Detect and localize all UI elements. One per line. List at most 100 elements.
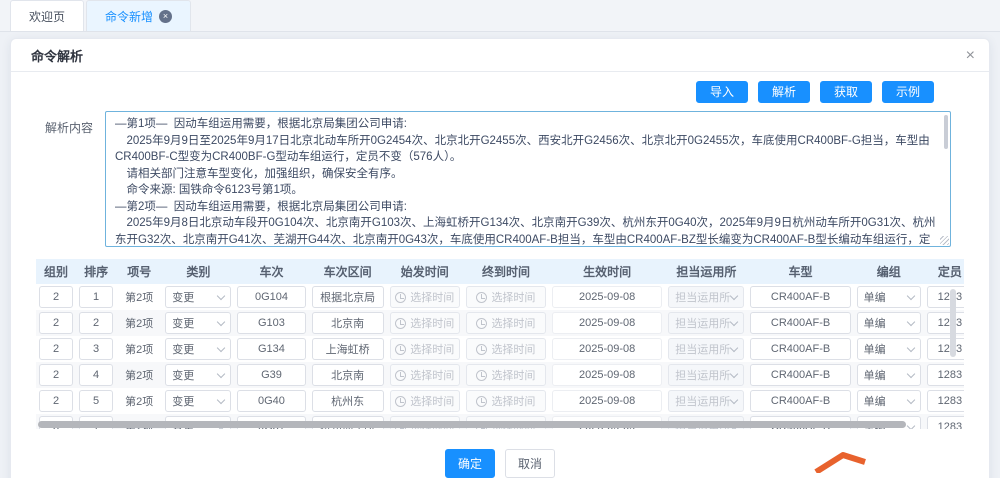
tab-welcome-label: 欢迎页 xyxy=(29,9,66,24)
group-input[interactable]: 2 xyxy=(39,338,74,360)
train-no-input[interactable]: G39 xyxy=(237,364,306,386)
start-time-picker: 选择时间 xyxy=(389,286,460,308)
seq-input[interactable]: 3 xyxy=(79,338,114,360)
table-row: 2 1 第2项 变更 0G104 根据北京局 选择时间 选择时间 2025-09… xyxy=(36,284,964,310)
clock-icon xyxy=(395,369,407,381)
capacity-input[interactable]: 1283 xyxy=(926,312,964,334)
formation-select[interactable]: 单编 xyxy=(856,286,921,308)
category-select[interactable]: 变更 xyxy=(165,364,232,386)
train-interval-input[interactable]: 北京南 xyxy=(311,364,384,386)
textarea-scrollbar[interactable] xyxy=(944,115,948,149)
group-input[interactable]: 2 xyxy=(39,286,74,308)
chevron-down-icon xyxy=(730,395,739,404)
group-input[interactable]: 2 xyxy=(39,312,74,334)
seq-input[interactable]: 4 xyxy=(79,364,114,386)
capacity-input[interactable]: 1283 xyxy=(926,338,964,360)
table-row: 2 2 第2项 变更 G103 北京南 选择时间 选择时间 2025-09-08… xyxy=(36,310,964,336)
horizontal-scrollbar[interactable] xyxy=(38,421,906,428)
effective-date-input[interactable]: 2025-09-08 xyxy=(552,364,663,386)
effective-date-input[interactable]: 2025-09-08 xyxy=(552,390,663,412)
train-no-input[interactable]: 0G40 xyxy=(237,390,306,412)
train-no-input[interactable]: 0G104 xyxy=(237,286,306,308)
command-parse-dialog: 命令解析 × 导入 解析 获取 示例 解析内容 —第1项— 因动车组运用需要，根据北京… xyxy=(10,38,990,478)
train-model-input[interactable]: CR400AF-B xyxy=(750,286,851,308)
parse-button[interactable]: 解析 xyxy=(757,81,810,103)
end-time-picker: 选择时间 xyxy=(465,286,547,308)
train-interval-input[interactable]: 根据北京局 xyxy=(311,286,384,308)
seq-input[interactable]: 5 xyxy=(79,390,114,412)
depot-select: 担当运用所 xyxy=(668,338,745,360)
column-header: 担当运用所 xyxy=(665,259,748,284)
capacity-input[interactable]: 1283 xyxy=(926,364,964,386)
column-header: 定员 xyxy=(923,259,964,284)
clock-icon xyxy=(476,291,488,303)
effective-date-input[interactable]: 2025-09-08 xyxy=(552,338,663,360)
chevron-down-icon xyxy=(906,421,916,429)
chevron-down-icon xyxy=(906,343,916,352)
parse-content-textarea[interactable]: —第1项— 因动车组运用需要，根据北京局集团公司申请: 2025年9月9日至20… xyxy=(105,111,951,247)
seq-input[interactable]: 1 xyxy=(79,286,114,308)
clock-icon xyxy=(395,343,407,355)
confirm-button[interactable]: 确定 xyxy=(444,449,495,478)
fetch-button[interactable]: 获取 xyxy=(819,81,872,103)
tab-bar: 欢迎页 命令新增 × xyxy=(0,0,1000,32)
category-select[interactable]: 变更 xyxy=(165,286,232,308)
capacity-input[interactable]: 1283 xyxy=(926,416,964,429)
item-no-text: 第2项 xyxy=(125,344,154,356)
column-header: 项号 xyxy=(116,259,163,284)
tab-command-new-label: 命令新增 xyxy=(105,9,154,24)
clock-icon xyxy=(395,317,407,329)
train-interval-input[interactable]: 杭州东 xyxy=(311,390,384,412)
tab-command-new[interactable]: 命令新增 × xyxy=(86,0,192,31)
train-interval-input[interactable]: 上海虹桥 xyxy=(311,338,384,360)
train-model-input[interactable]: CR400AF-B xyxy=(750,364,851,386)
category-select[interactable]: 变更 xyxy=(165,338,232,360)
depot-select: 担当运用所 xyxy=(668,286,745,308)
start-time-picker: 选择时间 xyxy=(389,338,460,360)
table-row: 2 4 第2项 变更 G39 北京南 选择时间 选择时间 2025-09-08 … xyxy=(36,362,964,388)
example-button[interactable]: 示例 xyxy=(881,81,934,103)
textarea-resize-grip[interactable] xyxy=(940,236,949,245)
effective-date-input[interactable]: 2025-09-08 xyxy=(552,286,663,308)
formation-select[interactable]: 单编 xyxy=(856,338,921,360)
item-no-text: 第2项 xyxy=(125,370,154,382)
clock-icon xyxy=(476,343,488,355)
close-tab-icon[interactable]: × xyxy=(159,9,173,23)
vertical-scrollbar[interactable] xyxy=(950,289,956,357)
parse-content-row: 解析内容 —第1项— 因动车组运用需要，根据北京局集团公司申请: 2025年9月… xyxy=(11,103,989,247)
category-select[interactable]: 变更 xyxy=(165,312,232,334)
table-header-row: 组别 排序 项号 类别 车次 车次区间 始发时间 终到时间 生效时间 担当运用所 车型 编组 定员 xyxy=(36,259,964,284)
category-select[interactable]: 变更 xyxy=(165,390,232,412)
group-input[interactable]: 2 xyxy=(39,390,74,412)
chevron-down-icon xyxy=(730,291,739,300)
train-no-input[interactable]: G134 xyxy=(237,338,306,360)
parse-content-label: 解析内容 xyxy=(44,121,93,135)
formation-select[interactable]: 单编 xyxy=(856,390,921,412)
train-model-input[interactable]: CR400AF-B xyxy=(750,390,851,412)
cancel-button[interactable]: 取消 xyxy=(505,449,556,478)
train-interval-input[interactable]: 北京南 xyxy=(311,312,384,334)
capacity-input[interactable]: 1283 xyxy=(926,390,964,412)
train-model-input[interactable]: CR400AF-B xyxy=(750,338,851,360)
close-dialog-icon[interactable]: × xyxy=(965,46,975,64)
end-time-picker: 选择时间 xyxy=(465,338,547,360)
clock-icon xyxy=(476,395,488,407)
chevron-down-icon xyxy=(906,291,916,300)
formation-select[interactable]: 单编 xyxy=(856,312,921,334)
group-input[interactable]: 2 xyxy=(39,364,74,386)
train-no-input[interactable]: G103 xyxy=(237,312,306,334)
effective-date-input[interactable]: 2025-09-08 xyxy=(552,312,663,334)
train-model-input[interactable]: CR400AF-B xyxy=(750,312,851,334)
chevron-down-icon xyxy=(906,369,916,378)
capacity-input[interactable]: 1283 xyxy=(926,286,964,308)
item-no-text: 第2项 xyxy=(125,318,154,330)
table-row: 2 5 第2项 变更 0G40 杭州东 选择时间 选择时间 2025-09-08… xyxy=(36,388,964,414)
import-button[interactable]: 导入 xyxy=(695,81,748,103)
tab-welcome[interactable]: 欢迎页 xyxy=(10,0,85,31)
column-header: 车次 xyxy=(234,259,309,284)
chevron-down-icon xyxy=(730,343,739,352)
seq-input[interactable]: 2 xyxy=(79,312,114,334)
end-time-picker: 选择时间 xyxy=(465,390,547,412)
chevron-down-icon xyxy=(217,291,226,300)
formation-select[interactable]: 单编 xyxy=(856,364,921,386)
